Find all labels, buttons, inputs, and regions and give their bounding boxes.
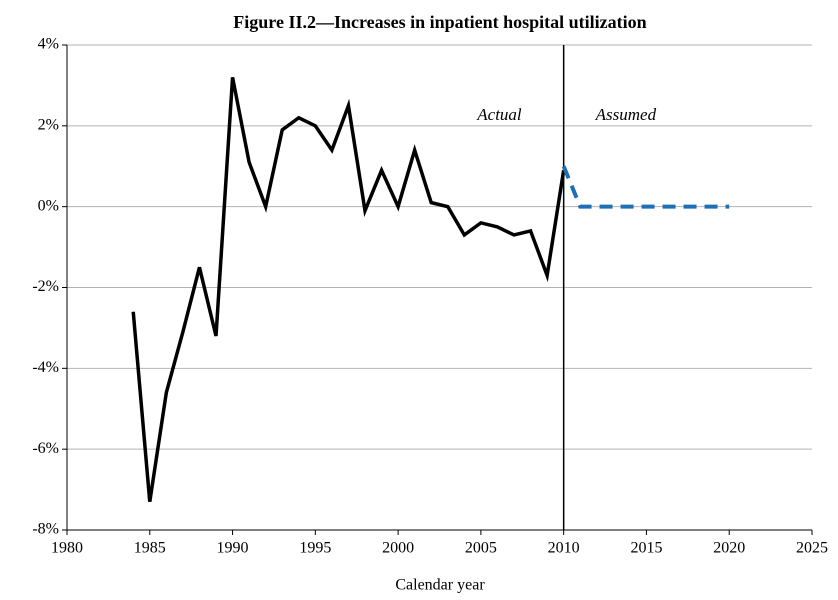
x-tick-label: 2010	[548, 540, 580, 557]
y-tick-label: -8%	[32, 521, 59, 538]
y-tick-label: -6%	[32, 440, 59, 457]
x-tick-label: 2025	[796, 540, 828, 557]
y-tick-label: 4%	[38, 36, 59, 53]
x-axis-label: Calendar year	[395, 577, 485, 594]
x-tick-label: 2000	[382, 540, 414, 557]
series-line	[561, 165, 730, 209]
series-annotation: Actual	[476, 105, 522, 124]
series-annotation: Assumed	[595, 105, 657, 124]
x-tick-label: 1985	[134, 540, 166, 557]
y-tick-label: 2%	[38, 117, 59, 134]
y-tick-label: -2%	[32, 278, 59, 295]
series-line	[131, 76, 566, 502]
x-tick-label: 2005	[465, 540, 497, 557]
x-tick-label: 2015	[630, 540, 662, 557]
x-tick-label: 1995	[299, 540, 331, 557]
chart-title: Figure II.2—Increases in inpatient hospi…	[233, 12, 646, 32]
x-tick-label: 2020	[713, 540, 745, 557]
x-tick-label: 1980	[51, 540, 83, 557]
x-tick-label: 1990	[217, 540, 249, 557]
y-tick-label: -4%	[32, 359, 59, 376]
y-tick-label: 0%	[38, 197, 59, 214]
